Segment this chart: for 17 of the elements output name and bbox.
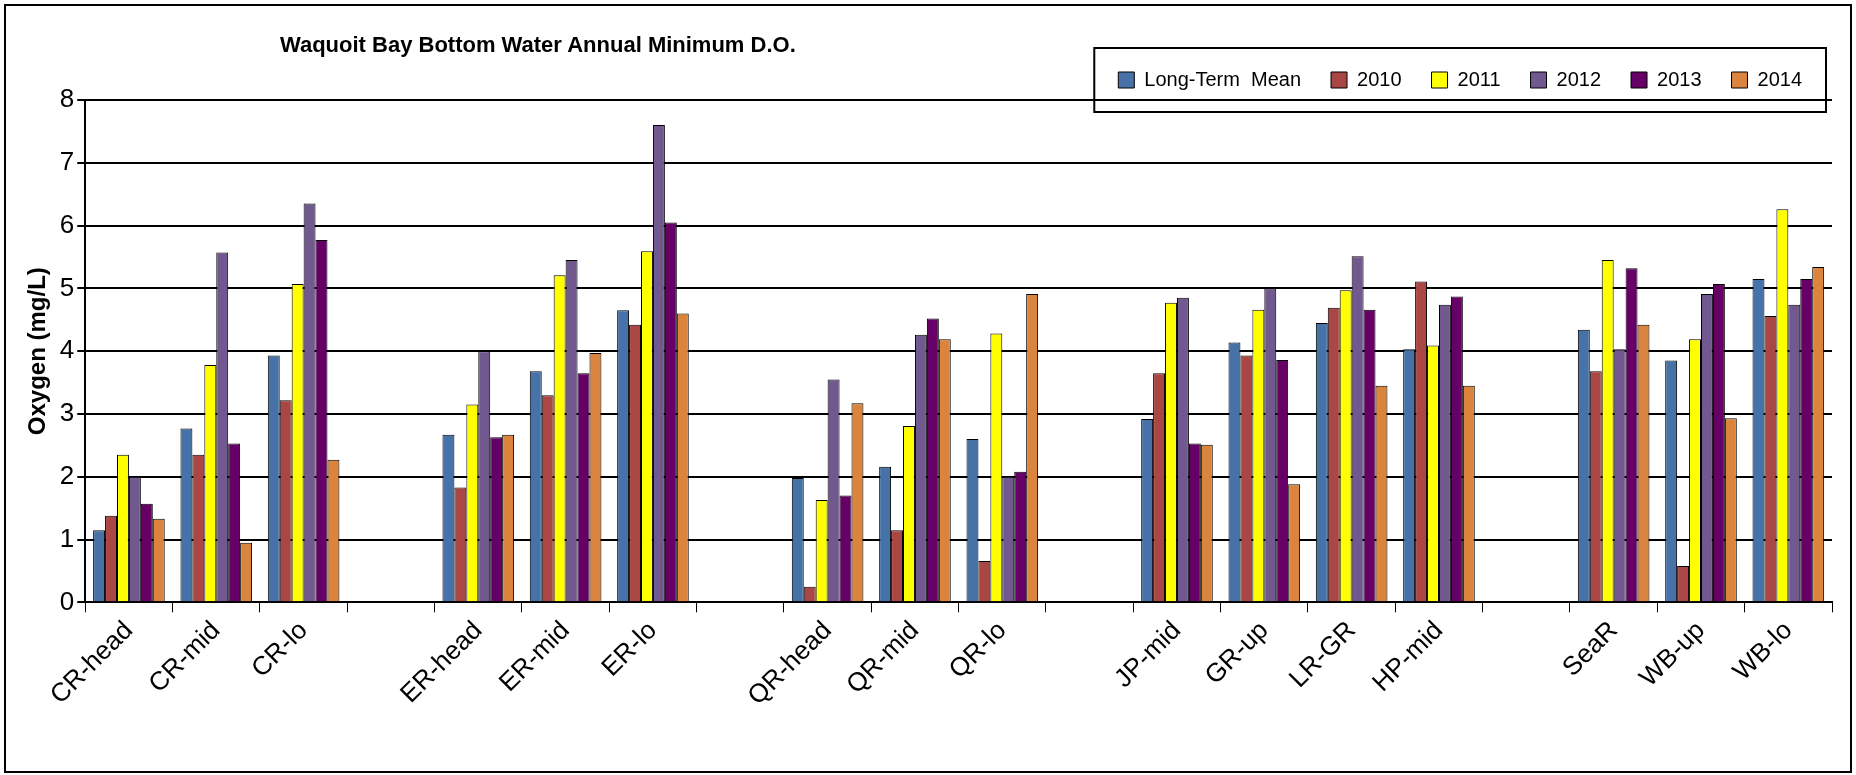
legend-label: 2014 (1757, 67, 1803, 90)
legend-label: Long-Term Mean (1144, 67, 1302, 90)
legend-label: 2010 (1357, 67, 1402, 90)
y-tick-label: 8 (59, 83, 75, 114)
y-tick-label: 1 (59, 522, 75, 553)
legend-label: 2011 (1457, 67, 1501, 90)
y-tick-label: 7 (59, 145, 75, 176)
y-tick-label: 2 (59, 459, 75, 490)
y-axis-title: Oxygen (mg/L) (23, 267, 51, 436)
y-tick-label: 6 (59, 208, 75, 239)
y-tick-label: 5 (59, 271, 75, 302)
y-tick-label: 4 (59, 334, 75, 365)
chart-title: Waquoit Bay Bottom Water Annual Minimum D.O. (280, 32, 796, 58)
legend-label: 2012 (1556, 67, 1602, 90)
y-tick-label: 0 (59, 585, 75, 616)
legend-label: 2013 (1657, 67, 1702, 90)
y-tick-label: 3 (59, 397, 75, 428)
